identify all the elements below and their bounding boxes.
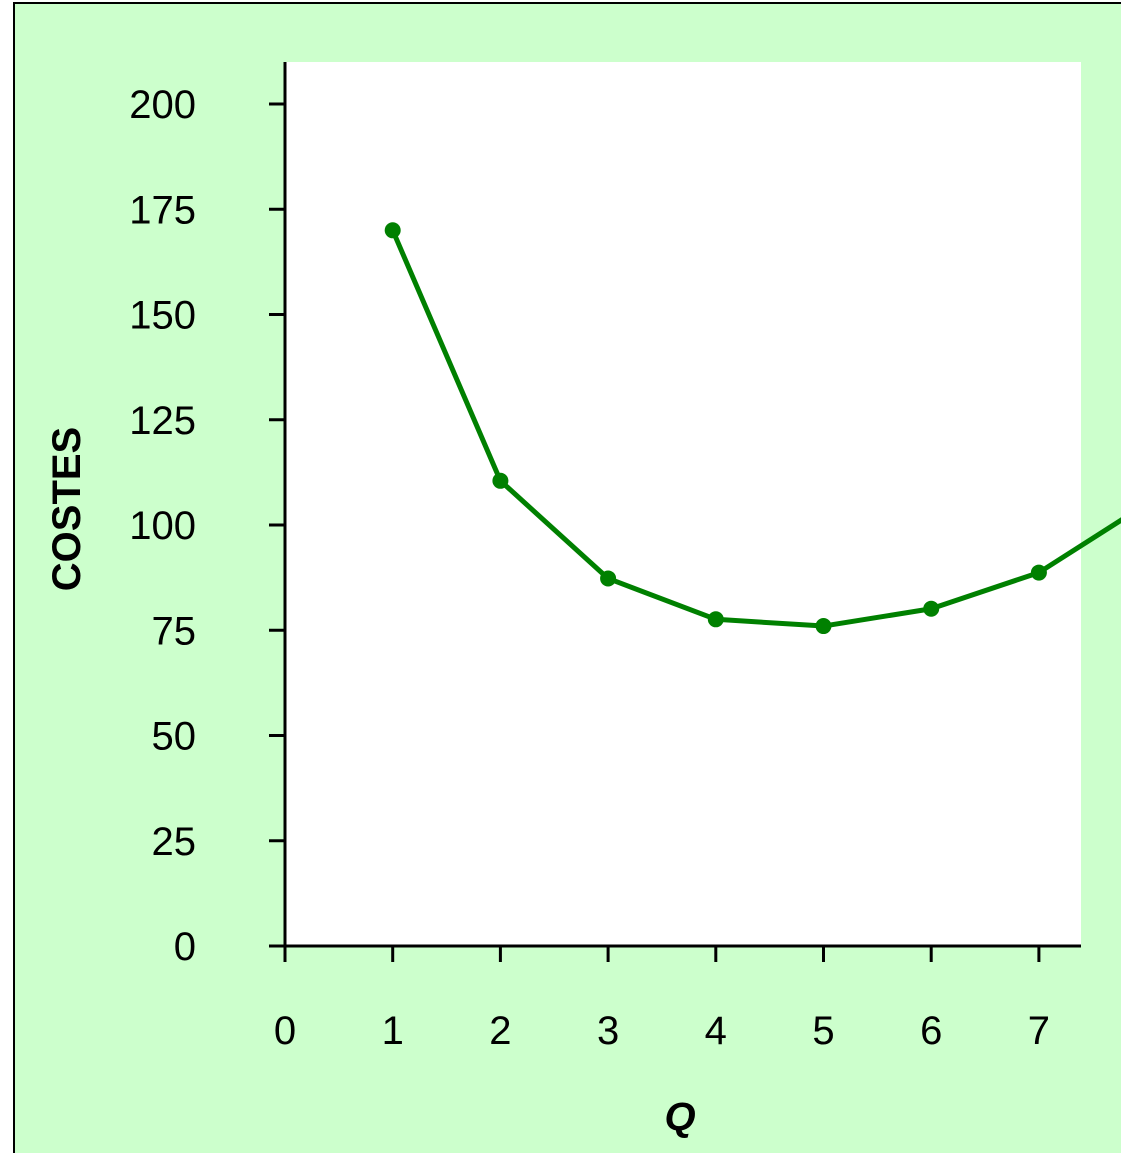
y-tick-label: 125 (129, 399, 196, 443)
y-tick-label: 25 (152, 820, 197, 864)
data-point (384, 222, 401, 239)
y-tick-label: 150 (129, 294, 196, 338)
data-point (492, 472, 509, 489)
y-tick-label: 100 (129, 504, 196, 548)
y-tick-label: 75 (152, 609, 197, 653)
data-point (815, 618, 832, 635)
x-tick-label: 1 (382, 1009, 404, 1053)
y-tick-label: 175 (129, 188, 196, 232)
x-tick-label: 2 (489, 1009, 511, 1053)
x-ticks: 0 1 2 3 4 5 6 7 (274, 946, 1050, 1053)
series-line (390, 229, 1121, 629)
data-point (923, 600, 940, 617)
x-tick-label: 7 (1028, 1009, 1050, 1053)
x-tick-label: 6 (920, 1009, 942, 1053)
x-tick-label: 5 (812, 1009, 834, 1053)
plot-area (285, 62, 1081, 946)
y-tick-label: 0 (174, 925, 196, 969)
data-point (600, 570, 617, 587)
y-tick-label: 50 (152, 715, 197, 759)
x-axis-title: Q (664, 1095, 695, 1139)
data-point (707, 611, 724, 628)
y-ticks: 0 25 50 75 100 125 150 175 200 (129, 83, 285, 969)
y-axis-title: COSTES (45, 427, 89, 591)
x-tick-label: 0 (274, 1009, 296, 1053)
data-point (1030, 564, 1047, 581)
x-tick-label: 3 (597, 1009, 619, 1053)
x-tick-label: 4 (705, 1009, 727, 1053)
series-layer (384, 222, 1121, 635)
y-tick-label: 200 (129, 83, 196, 127)
